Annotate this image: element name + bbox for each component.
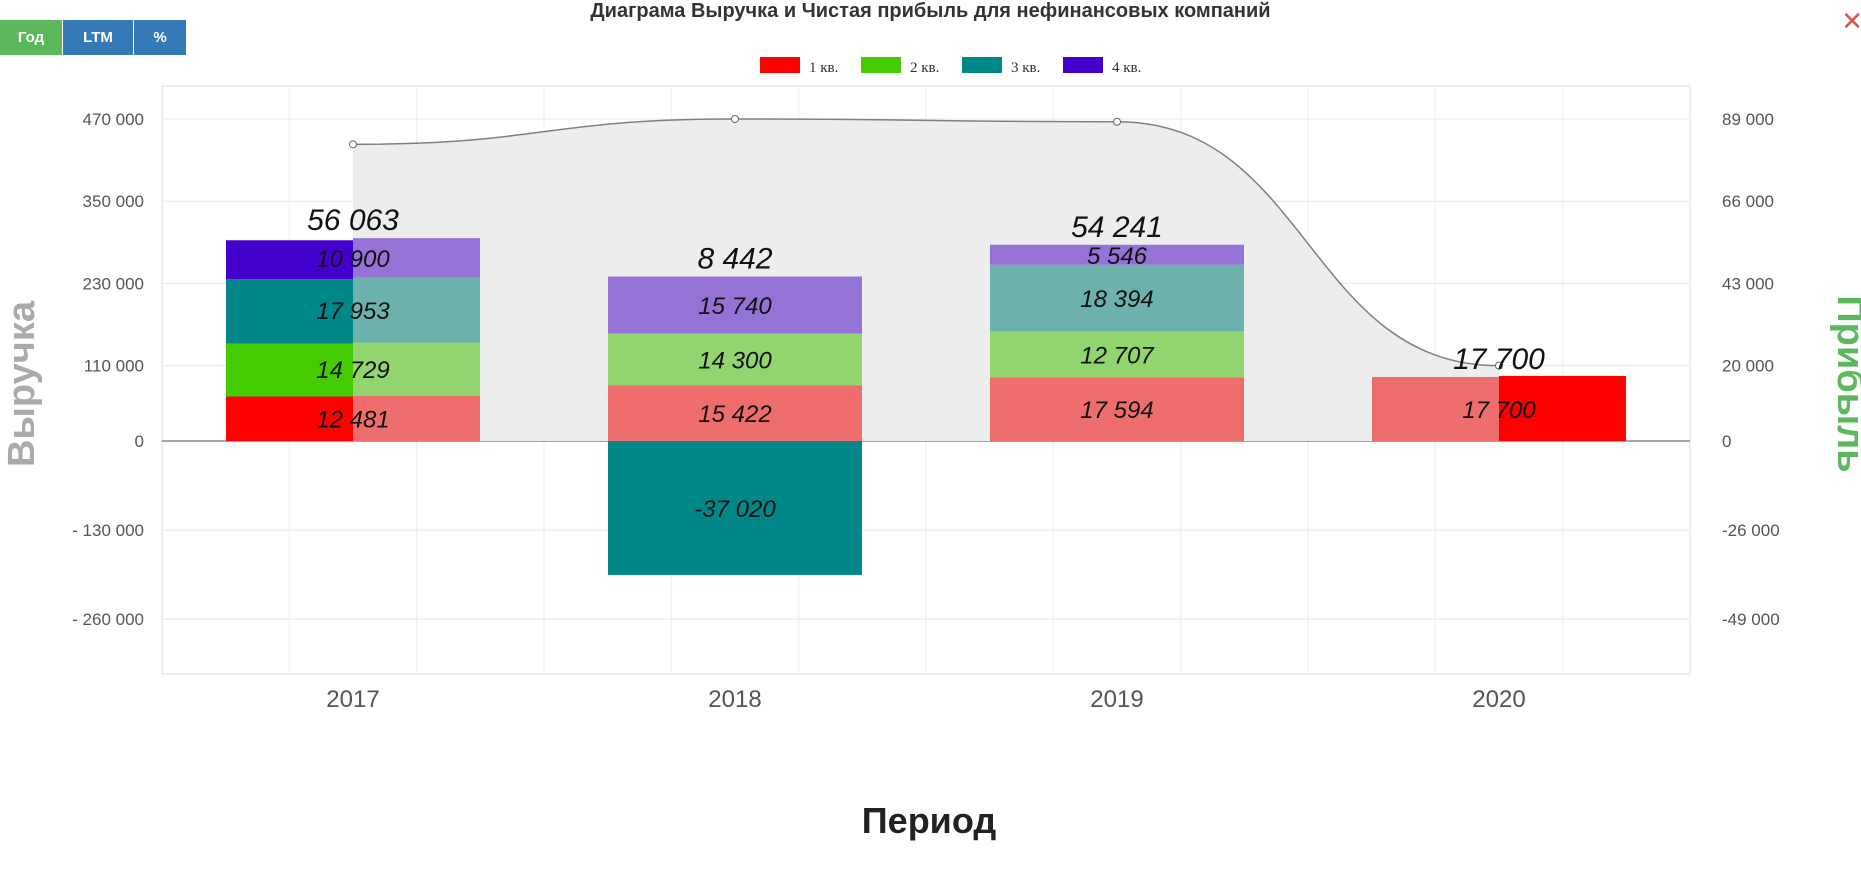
- profit-bar-segment: [1372, 376, 1499, 441]
- y-tick-label: - 260 000: [72, 610, 144, 629]
- y2-tick-label: 20 000: [1722, 357, 1774, 376]
- profit-bar-segment: [990, 331, 1244, 378]
- profit-bar-segment: [608, 333, 862, 386]
- x-tick-label: 2017: [326, 686, 379, 713]
- profit-data-label: 15 422: [698, 401, 771, 428]
- profit-data-label: 10 900: [316, 246, 390, 273]
- profit-data-label: 17 700: [1462, 397, 1536, 424]
- y-tick-label: 470 000: [83, 110, 144, 129]
- revenue-line: [352, 118, 1500, 367]
- revenue-bar-segment: [1499, 375, 1626, 441]
- y-axis-title: Выручка: [1, 300, 43, 467]
- x-tick-label: 2020: [1472, 686, 1525, 713]
- profit-total-label: 54 241: [1071, 211, 1163, 244]
- y-tick-label: 0: [135, 432, 144, 451]
- profit-bar-segment: [353, 277, 480, 343]
- x-tick-label: 2018: [708, 686, 761, 713]
- ltm-button[interactable]: LTM: [63, 20, 133, 55]
- x-axis-title: Период: [862, 800, 997, 841]
- close-icon[interactable]: ✕: [1841, 6, 1861, 36]
- y2-tick-label: 66 000: [1722, 192, 1774, 211]
- profit-bar-segment: [608, 441, 862, 575]
- y2-tick-label: -26 000: [1722, 521, 1780, 540]
- y2-axis-title: Прибыль: [1829, 295, 1861, 472]
- profit-bar-segment: [990, 244, 1244, 265]
- year-button[interactable]: Год: [0, 20, 62, 55]
- profit-bar-segment: [990, 264, 1244, 332]
- profit-total-label: 56 063: [307, 204, 399, 237]
- y-tick-label: 110 000: [84, 357, 144, 376]
- profit-total-label: 17 700: [1453, 343, 1545, 376]
- legend-label: 4 кв.: [1112, 60, 1141, 76]
- profit-data-label: 17 953: [316, 298, 390, 325]
- y-tick-label: - 130 000: [72, 521, 144, 540]
- profit-data-label: 14 729: [316, 357, 389, 384]
- legend-label: 3 кв.: [1011, 60, 1040, 76]
- profit-bar-segment: [353, 395, 480, 441]
- revenue-point: [349, 140, 357, 149]
- legend-swatch: [1063, 57, 1103, 73]
- legend-swatch: [962, 57, 1002, 73]
- legend-label: 2 кв.: [910, 60, 939, 76]
- revenue-point: [731, 115, 739, 123]
- y2-tick-label: -49 000: [1722, 610, 1780, 629]
- profit-bar-segment: [608, 276, 862, 334]
- legend-swatch: [760, 57, 800, 73]
- percent-button[interactable]: %: [134, 20, 186, 55]
- profit-data-label: 15 740: [698, 293, 772, 320]
- y-tick-label: 350 000: [83, 192, 144, 211]
- profit-data-label: 17 594: [1080, 397, 1153, 424]
- revenue-bar-segment: [226, 240, 353, 280]
- profit-bar-segment: [990, 377, 1244, 441]
- profit-total-label: 8 442: [697, 243, 772, 276]
- y2-tick-label: 0: [1722, 432, 1731, 451]
- legend-label: 1 кв.: [809, 60, 838, 76]
- x-tick-label: 2019: [1090, 686, 1143, 713]
- revenue-point: [1495, 361, 1503, 370]
- profit-data-label: 12 481: [316, 406, 389, 433]
- y-tick-label: 230 000: [83, 274, 144, 293]
- profit-data-label: 18 394: [1080, 286, 1153, 313]
- y2-tick-label: 89 000: [1722, 110, 1774, 129]
- revenue-bar-segment: [226, 279, 353, 344]
- revenue-bar-segment: [226, 396, 353, 441]
- profit-data-label: 12 707: [1080, 342, 1155, 369]
- profit-data-label: -37 020: [694, 496, 776, 523]
- profit-bar-segment: [608, 385, 862, 441]
- y2-tick-label: 43 000: [1722, 274, 1774, 293]
- profit-bar-segment: [353, 342, 480, 396]
- legend-swatch: [861, 57, 901, 73]
- period-toolbar: Год LTM %: [0, 20, 186, 55]
- profit-data-label: 14 300: [698, 347, 772, 374]
- revenue-bar-segment: [226, 343, 353, 397]
- revenue-point: [1113, 117, 1121, 126]
- profit-bar-segment: [353, 238, 480, 278]
- profit-data-label: 5 546: [1087, 243, 1148, 270]
- chart-title: Диаграма Выручка и Чистая прибыль для не…: [590, 0, 1271, 22]
